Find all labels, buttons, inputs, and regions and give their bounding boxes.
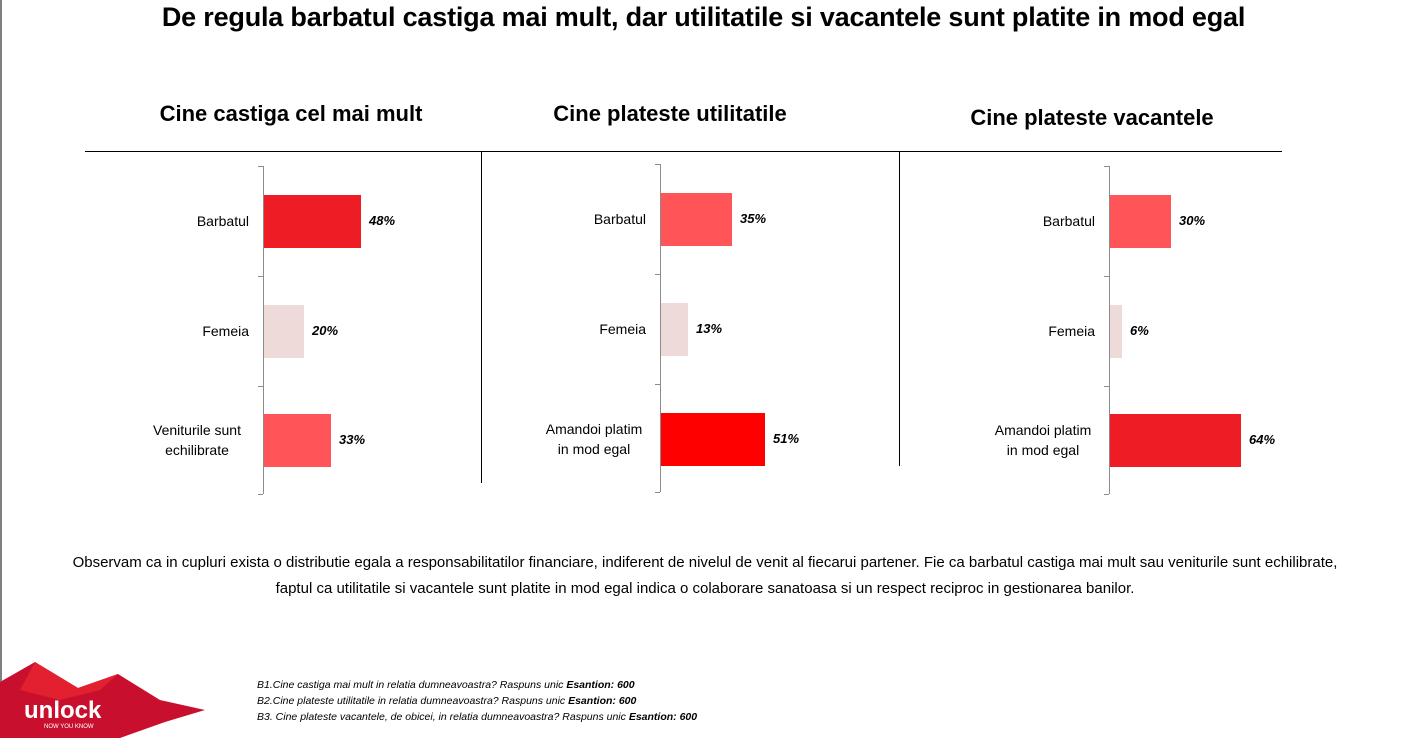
bar-vacations-2 bbox=[1110, 304, 1122, 358]
bar-vacations-1 bbox=[1110, 194, 1171, 248]
value-label: 48% bbox=[369, 213, 396, 228]
category-label: Femeia bbox=[202, 323, 249, 339]
axis-tick bbox=[1104, 166, 1109, 167]
axis-tick bbox=[1104, 386, 1109, 387]
value-label: 13% bbox=[696, 321, 723, 336]
axis-tick bbox=[655, 384, 660, 385]
page-left-border bbox=[0, 0, 2, 738]
value-label: 64% bbox=[1249, 432, 1276, 447]
value-label: 35% bbox=[740, 211, 767, 226]
axis-earnings bbox=[263, 166, 264, 494]
svg-text:NOW YOU KNOW: NOW YOU KNOW bbox=[44, 724, 94, 730]
bar-earnings-3 bbox=[264, 413, 331, 467]
category-label: Amandoi platim in mod egal bbox=[994, 422, 1092, 458]
value-label: 20% bbox=[312, 323, 339, 338]
unlock-logo: unlock NOW YOU KNOW bbox=[0, 660, 215, 738]
footnote-b3: B3. Cine plateste vacantele, de obicei, … bbox=[257, 711, 698, 723]
category-label: Barbatul bbox=[593, 211, 646, 227]
bar-vacations-3 bbox=[1110, 413, 1241, 467]
category-label: Femeia bbox=[599, 321, 646, 337]
axis-tick bbox=[655, 274, 660, 275]
category-label: Veniturile sunt echilibrate bbox=[153, 422, 241, 458]
footnotes: B1.Cine castiga mai mult in relatia dumn… bbox=[257, 677, 697, 725]
bar-utilities-2 bbox=[661, 302, 688, 356]
axis-tick bbox=[655, 492, 660, 493]
axis-tick bbox=[258, 494, 263, 495]
header-divider bbox=[85, 151, 1282, 152]
category-label: Barbatul bbox=[1042, 213, 1095, 229]
chart-title-earnings: Cine castiga cel mai mult bbox=[159, 101, 423, 126]
axis-vacations bbox=[1109, 166, 1110, 494]
bar-earnings-1 bbox=[264, 194, 361, 248]
axis-tick bbox=[1104, 494, 1109, 495]
axis-tick bbox=[258, 386, 263, 387]
panel-divider-2 bbox=[899, 151, 900, 466]
value-label: 30% bbox=[1179, 213, 1206, 228]
axis-utilities bbox=[660, 164, 661, 492]
bar-earnings-2 bbox=[264, 304, 304, 358]
value-label: 33% bbox=[339, 432, 366, 447]
value-label: 51% bbox=[773, 431, 800, 446]
observation-text: Observam ca in cupluri exista o distribu… bbox=[72, 554, 1338, 597]
axis-tick bbox=[258, 166, 263, 167]
panel-divider-1 bbox=[481, 151, 482, 483]
value-label: 6% bbox=[1130, 323, 1149, 338]
category-label: Femeia bbox=[1048, 323, 1095, 339]
footnote-b2: B2.Cine plateste utilitatile in relatia … bbox=[257, 695, 637, 707]
bar-utilities-1 bbox=[661, 192, 732, 246]
category-label: Barbatul bbox=[196, 213, 249, 229]
footnote-b1: B1.Cine castiga mai mult in relatia dumn… bbox=[257, 679, 635, 691]
bar-utilities-3 bbox=[661, 412, 765, 466]
page-title: De regula barbatul castiga mai mult, dar… bbox=[161, 2, 1246, 32]
svg-text:unlock: unlock bbox=[24, 697, 102, 724]
axis-tick bbox=[655, 164, 660, 165]
category-label: Amandoi platim in mod egal bbox=[545, 421, 643, 457]
axis-tick bbox=[258, 276, 263, 277]
chart-title-utilities: Cine plateste utilitatile bbox=[553, 101, 787, 126]
axis-tick bbox=[1104, 276, 1109, 277]
chart-title-vacations: Cine plateste vacantele bbox=[970, 105, 1214, 130]
